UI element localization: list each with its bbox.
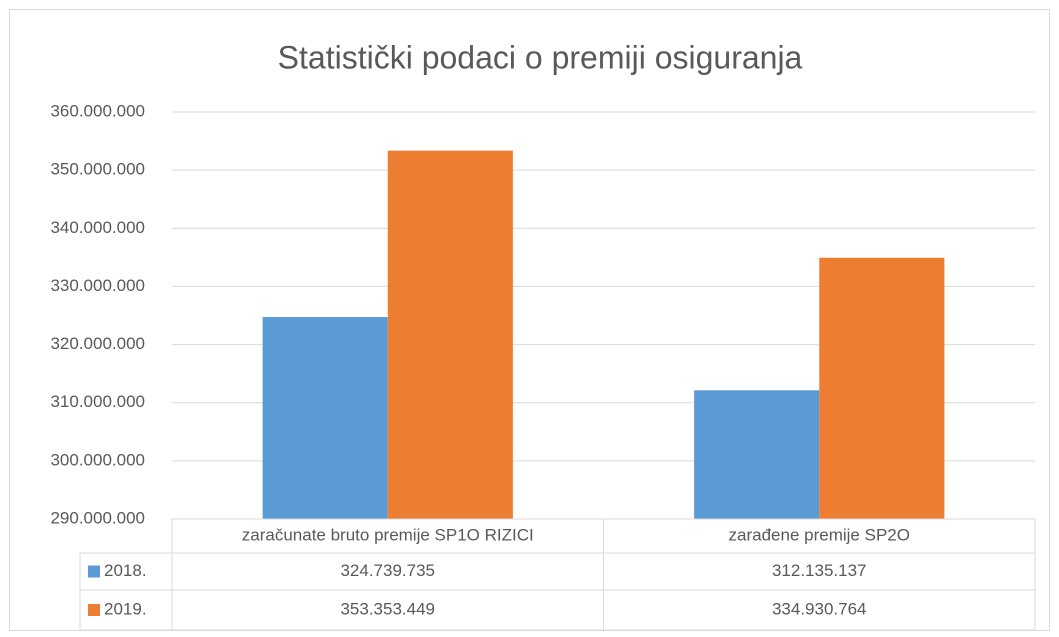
category-label: zaračunate bruto premije SP1O RIZICI bbox=[242, 525, 534, 544]
bar bbox=[819, 257, 945, 519]
y-tick-label: 300.000.000 bbox=[50, 450, 145, 469]
y-tick-label: 360.000.000 bbox=[50, 101, 145, 120]
table-value: 324.739.735 bbox=[340, 561, 435, 580]
legend-label: 2019. bbox=[104, 599, 147, 618]
y-tick-label: 310.000.000 bbox=[50, 392, 145, 411]
legend-swatch bbox=[88, 604, 100, 616]
y-tick-label: 330.000.000 bbox=[50, 276, 145, 295]
table-value: 334.930.764 bbox=[772, 599, 867, 618]
category-label: zarađene premije SP2O bbox=[729, 525, 910, 544]
legend-swatch bbox=[88, 565, 100, 578]
y-tick-label: 350.000.000 bbox=[50, 160, 145, 179]
y-tick-label: 290.000.000 bbox=[50, 508, 145, 527]
chart-title: Statistički podaci o premiji osiguranja bbox=[278, 39, 803, 75]
y-tick-label: 340.000.000 bbox=[50, 218, 145, 237]
bar bbox=[694, 390, 820, 519]
bar bbox=[262, 317, 388, 519]
y-tick-label: 320.000.000 bbox=[50, 334, 145, 353]
legend-label: 2018. bbox=[104, 561, 147, 580]
bar bbox=[387, 150, 513, 519]
table-value: 312.135.137 bbox=[772, 561, 867, 580]
table-value: 353.353.449 bbox=[340, 599, 435, 618]
